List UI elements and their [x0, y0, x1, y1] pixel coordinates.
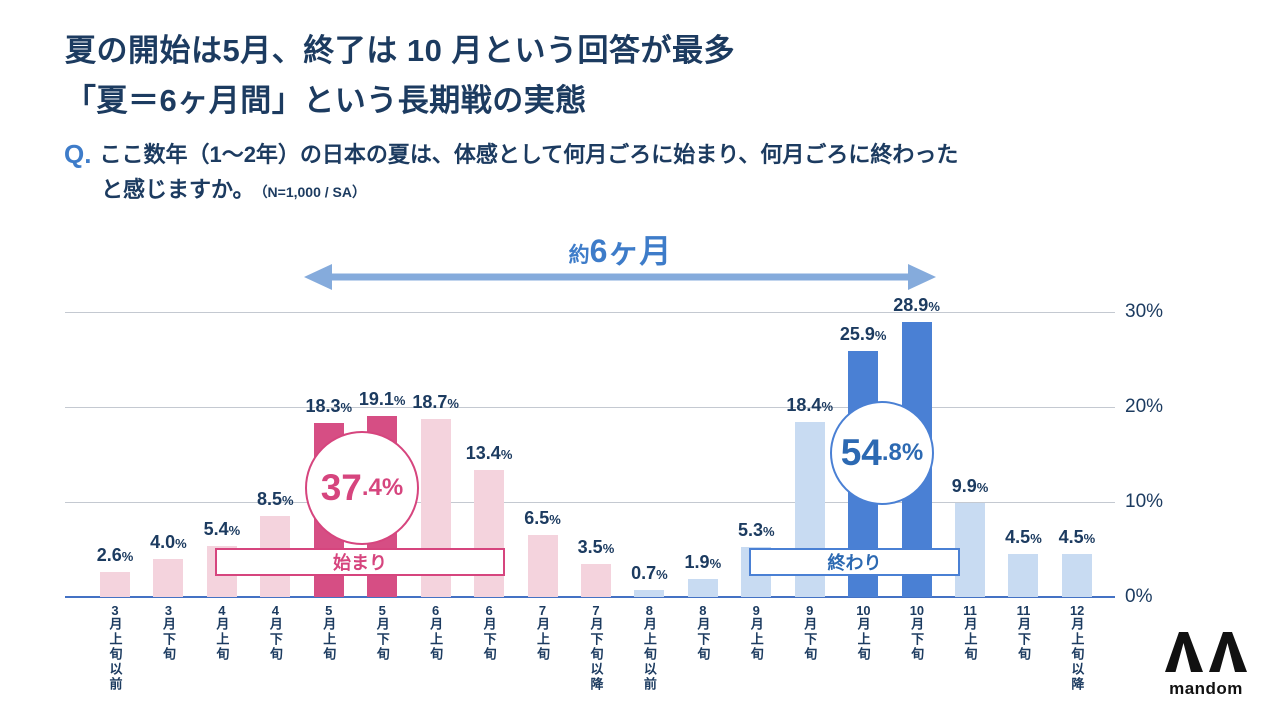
brand-logo: mandom — [1160, 632, 1252, 699]
bar-3月上旬以前 — [100, 572, 130, 597]
bar-3月下旬 — [153, 559, 184, 597]
bar-value-label: 2.6% — [96, 545, 134, 566]
bar-value-label: 9.9% — [951, 475, 989, 496]
x-axis-label: 3月下旬 — [160, 604, 176, 662]
x-axis-line — [65, 596, 1115, 598]
duration-value: 6ヶ月 — [589, 233, 672, 269]
x-axis-label: 7月下旬以降 — [588, 604, 604, 692]
x-axis-label: 8月下旬 — [695, 604, 711, 662]
bar-7月上旬 — [527, 535, 558, 597]
y-axis-tick-label: 0% — [1125, 586, 1153, 607]
x-axis-label: 7月上旬 — [535, 604, 551, 662]
brand-logo-text: mandom — [1169, 679, 1243, 698]
x-axis-label: 11月下旬 — [1015, 604, 1031, 662]
start-total-circle: 37.4% — [305, 431, 419, 545]
end-badge: 終わり — [749, 548, 960, 576]
x-axis-label: 6月下旬 — [481, 604, 497, 662]
bar-value-label: 28.9% — [893, 295, 940, 316]
bar-value-label: 3.5% — [577, 536, 615, 557]
x-axis-label: 12月上旬以降 — [1069, 604, 1085, 692]
x-axis-label: 4月上旬 — [214, 604, 230, 662]
gridline — [65, 502, 1115, 503]
x-axis-label: 11月上旬 — [962, 604, 978, 662]
bar-value-label: 4.0% — [150, 532, 187, 552]
double-arrow-icon — [304, 264, 936, 290]
start-total-small: .4% — [361, 474, 404, 501]
y-axis-tick-label: 30% — [1125, 301, 1164, 322]
x-axis-label: 6月上旬 — [428, 604, 444, 662]
duration-annotation: 約6ヶ月 — [569, 226, 672, 272]
survey-question: Q. ここ数年（1～2年）の日本の夏は、体感として何月ごろに始まり、何月ごろに終わ… — [64, 136, 958, 206]
bar-value-label: 8.5% — [257, 489, 294, 510]
x-axis-label: 9月上旬 — [748, 604, 764, 662]
x-axis-label: 10月下旬 — [909, 604, 925, 662]
bar-11月下旬 — [1008, 554, 1039, 597]
end-total-big: 54 — [840, 432, 882, 473]
page-title: 夏の開始は5月、終了は 10 月という回答が最多 「夏＝6ヶ月間」という長期戦の… — [65, 26, 735, 126]
question-line2-text: と感じますか。 — [101, 176, 255, 202]
bar-value-label: 18.7% — [412, 392, 459, 413]
bar-6月下旬 — [474, 469, 505, 597]
bar-8月下旬 — [687, 578, 718, 597]
bar-value-label: 4.5% — [1005, 527, 1042, 548]
start-total-big: 37 — [320, 467, 362, 508]
end-total-small: .8% — [881, 439, 924, 466]
sample-size-note: （N=1,000 / SA） — [260, 183, 366, 200]
mandom-logo-icon — [1165, 632, 1247, 672]
bar-value-label: 18.3% — [305, 396, 353, 417]
duration-prefix: 約 — [568, 244, 590, 267]
y-axis-tick-label: 10% — [1125, 491, 1164, 512]
gridline — [65, 407, 1115, 408]
gridline — [65, 312, 1115, 313]
bar-value-label: 6.5% — [524, 508, 561, 529]
bar-value-label: 18.4% — [786, 395, 834, 416]
bar-12月上旬以降 — [1061, 554, 1092, 597]
end-total-circle: 54.8% — [830, 401, 934, 505]
bar-value-label: 19.1% — [358, 388, 406, 409]
bar-value-label: 25.9% — [839, 323, 887, 344]
bar-value-label: 4.5% — [1058, 527, 1096, 548]
bar-value-label: 5.3% — [737, 519, 775, 540]
bar-8月上旬以前 — [634, 590, 665, 597]
question-line2: と感じますか。 （N=1,000 / SA） — [101, 174, 958, 206]
x-axis-label: 3月上旬以前 — [107, 604, 123, 692]
bar-value-label: 1.9% — [684, 551, 722, 572]
y-axis-tick-label: 20% — [1125, 396, 1164, 417]
x-axis-label: 9月下旬 — [802, 604, 818, 662]
bar-value-label: 0.7% — [631, 563, 668, 584]
bar-7月下旬以降 — [580, 563, 611, 597]
page-title-line1: 夏の開始は5月、終了は 10 月という回答が最多 — [65, 33, 735, 68]
x-axis-label: 5月下旬 — [374, 604, 390, 662]
start-badge: 始まり — [215, 548, 505, 576]
x-axis-label: 5月上旬 — [321, 604, 337, 662]
bar-value-label: 5.4% — [203, 518, 241, 539]
question-line1: ここ数年（1～2年）の日本の夏は、体感として何月ごろに始まり、何月ごろに終わった — [99, 142, 959, 167]
x-axis-label: 8月上旬以前 — [641, 604, 657, 692]
x-axis-label: 10月上旬 — [855, 604, 871, 662]
bar-value-label: 13.4% — [465, 442, 513, 463]
question-prefix: Q. — [64, 139, 92, 169]
bar-11月上旬 — [955, 502, 986, 597]
x-axis-label: 4月下旬 — [267, 604, 283, 662]
page-title-line2: 「夏＝6ヶ月間」という長期戦の実態 — [65, 83, 587, 119]
